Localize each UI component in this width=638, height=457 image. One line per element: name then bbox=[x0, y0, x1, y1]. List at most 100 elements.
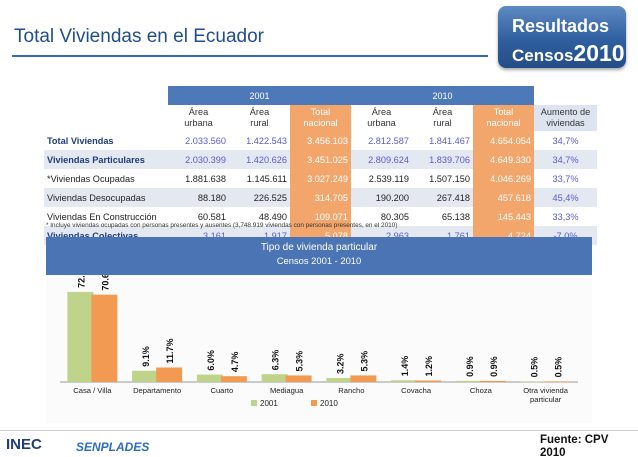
table-cell: 88.180 bbox=[168, 188, 229, 207]
bar-2001-1 bbox=[132, 370, 159, 382]
senplades-logo: SENPLADES bbox=[76, 440, 150, 454]
title-divider bbox=[12, 55, 488, 57]
table-cell: 1.145.611 bbox=[246, 173, 287, 184]
bar-2010-4 bbox=[350, 375, 377, 382]
table-cell: 190.200 bbox=[351, 188, 412, 207]
year-2001-header: 2001 bbox=[168, 86, 351, 105]
table-cell: 48.490 bbox=[258, 211, 287, 222]
data-label: 4.7% bbox=[230, 352, 240, 373]
row-label: Viviendas En Construcción bbox=[47, 211, 157, 222]
column-header: Área rural bbox=[432, 107, 453, 128]
table-cell: 2.030.399 bbox=[168, 150, 229, 169]
chart-header: Tipo de vivienda particular Censos 2001 … bbox=[46, 237, 592, 275]
data-label: 9.1% bbox=[141, 346, 151, 367]
data-label: 0.9% bbox=[465, 356, 475, 377]
chart-title: Tipo de vivienda particular bbox=[260, 242, 378, 253]
data-label: 0.5% bbox=[554, 357, 564, 378]
table-cell: 226.525 bbox=[229, 188, 290, 207]
column-header: Total nacional bbox=[473, 105, 534, 131]
inec-logo: INEC bbox=[6, 436, 42, 453]
bar-2010-1 bbox=[156, 367, 183, 382]
bar-2010-7 bbox=[544, 381, 571, 383]
table-cell: 3.451.025 bbox=[290, 150, 351, 169]
logo-line1: Resultados bbox=[512, 16, 610, 36]
category-label: Cuarto bbox=[210, 386, 233, 395]
table-cell: 1.420.626 bbox=[229, 150, 290, 169]
table-cell: 3.456.103 bbox=[290, 131, 351, 150]
table-cell: 1.881.638 bbox=[185, 173, 226, 184]
table-cell: 2.809.624 bbox=[351, 150, 412, 169]
data-label: 0.9% bbox=[489, 356, 499, 377]
bar-2001-4 bbox=[326, 378, 353, 382]
housing-type-chart: 72.8% 70.6% Casa / Villa 9.1% 11.7% Departame… bbox=[60, 275, 578, 408]
bar-2010-3 bbox=[285, 375, 312, 382]
legend-entry-2010: 2010 bbox=[320, 399, 338, 408]
table-cell: 1.507.150 bbox=[429, 173, 470, 184]
category-label: Casa / Villa bbox=[73, 386, 112, 395]
category-label: Mediagua bbox=[270, 386, 304, 395]
increase-cell: 34,7% bbox=[534, 150, 597, 169]
table-cell: 457.618 bbox=[473, 188, 534, 207]
table-cell: 1.839.706 bbox=[412, 150, 473, 169]
table-row: Viviendas En Construcción 60.581 48.490 109… bbox=[44, 207, 597, 226]
bar-2010-6 bbox=[479, 380, 506, 382]
bar-2001-6 bbox=[455, 380, 482, 382]
logo-censos: Censos bbox=[512, 46, 574, 65]
table-cell: 80.305 bbox=[380, 211, 409, 222]
bar-2001-0 bbox=[67, 291, 94, 382]
row-label: *Viviendas Ocupadas bbox=[47, 173, 135, 184]
chart-background bbox=[46, 275, 592, 423]
category-label: Choza bbox=[470, 386, 493, 395]
table-row: Viviendas Desocupadas 88.180 226.525 314.70… bbox=[44, 188, 597, 207]
table-cell: 4.046.269 bbox=[473, 169, 534, 188]
source-note: Fuente: CPV 2010 bbox=[540, 434, 609, 457]
data-label: 6.3% bbox=[271, 350, 281, 371]
legend-entry-2001: 2001 bbox=[260, 399, 278, 408]
table-cell: 2.033.560 bbox=[185, 135, 226, 146]
category-label: Otra vivienda bbox=[523, 386, 569, 395]
housing-table: 2001 2010 Área urbana Área rural Total nacion… bbox=[44, 86, 597, 245]
table-cell: 145.443 bbox=[473, 207, 534, 226]
data-label: 6.0% bbox=[206, 350, 216, 371]
logo-year: 2010 bbox=[573, 40, 625, 66]
table-row: *Viviendas Ocupadas 1.881.638 1.145.611 3.0… bbox=[44, 169, 597, 188]
chart-subtitle: Censos 2001 - 2010 bbox=[276, 255, 362, 266]
logo-line2: Censos2010 bbox=[512, 40, 625, 67]
category-label: Covacha bbox=[401, 386, 432, 395]
increase-cell: 45,4% bbox=[534, 188, 597, 207]
table-row: Total Viviendas 2.033.560 1.422.543 3.456.1… bbox=[44, 131, 597, 150]
table-cell: 1.841.467 bbox=[429, 135, 470, 146]
table-cell: 3.027.249 bbox=[290, 169, 351, 188]
bar-2010-5 bbox=[415, 380, 442, 382]
data-label: 5.3% bbox=[295, 351, 305, 372]
increase-cell: 34,7% bbox=[552, 135, 579, 146]
category-label: particular bbox=[530, 395, 562, 404]
footer-divider bbox=[0, 430, 638, 431]
bar-2001-3 bbox=[261, 374, 288, 382]
table-cell: 109.071 bbox=[290, 207, 351, 226]
bar-2001-2 bbox=[196, 374, 223, 382]
page-title: Total Viviendas en el Ecuador bbox=[14, 26, 264, 47]
bar-2010-2 bbox=[220, 376, 247, 382]
table-cell: 314.705 bbox=[290, 188, 351, 207]
data-label: 1.4% bbox=[400, 356, 410, 377]
increase-cell: 33,3% bbox=[552, 211, 579, 222]
table-cell: 65.138 bbox=[441, 211, 470, 222]
table-subheader-row: Área urbana Área rural Total nacional Área urba… bbox=[44, 105, 597, 131]
data-label: 11.7% bbox=[165, 338, 175, 363]
data-label: 70.6% bbox=[100, 275, 110, 291]
table-year-row: 2001 2010 bbox=[44, 86, 597, 105]
data-label: 3.2% bbox=[335, 354, 345, 375]
table-cell: 2.812.587 bbox=[368, 135, 409, 146]
census-logo: Resultados Censos2010 bbox=[498, 6, 626, 68]
legend-swatch-2010 bbox=[311, 400, 317, 406]
row-label: Viviendas Particulares bbox=[44, 150, 168, 169]
bar-2010-0 bbox=[91, 294, 118, 382]
data-label: 0.5% bbox=[530, 357, 540, 378]
column-header: Área urbana bbox=[184, 107, 213, 128]
data-label: 1.2% bbox=[424, 356, 434, 377]
table-cell: 1.422.543 bbox=[246, 135, 287, 146]
table-row: Viviendas Particulares 2.030.399 1.420.626… bbox=[44, 150, 597, 169]
column-header: Área rural bbox=[249, 107, 270, 128]
bar-2001-5 bbox=[391, 380, 418, 382]
